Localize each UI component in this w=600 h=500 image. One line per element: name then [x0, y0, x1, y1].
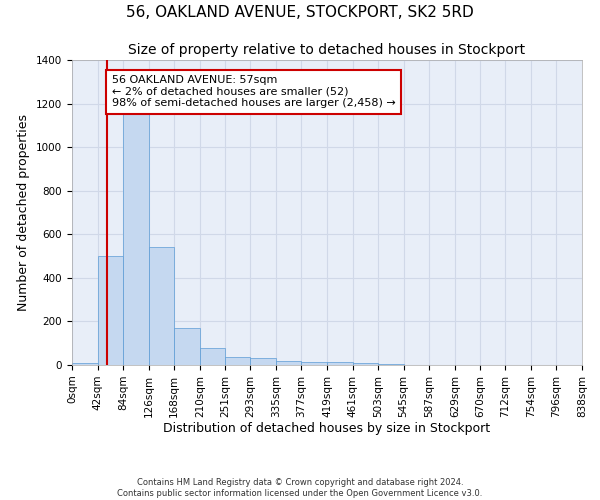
Bar: [353, 363, 378, 365]
Y-axis label: Number of detached properties: Number of detached properties: [17, 114, 31, 311]
Text: 56, OAKLAND AVENUE, STOCKPORT, SK2 5RD: 56, OAKLAND AVENUE, STOCKPORT, SK2 5RD: [126, 5, 474, 20]
Bar: [276, 360, 301, 365]
Bar: [301, 362, 327, 365]
Bar: [174, 328, 200, 365]
Text: 56 OAKLAND AVENUE: 57sqm
← 2% of detached houses are smaller (52)
98% of semi-de: 56 OAKLAND AVENUE: 57sqm ← 2% of detache…: [112, 75, 395, 108]
Bar: [200, 348, 225, 365]
Bar: [98, 256, 123, 365]
Bar: [225, 358, 250, 365]
Title: Size of property relative to detached houses in Stockport: Size of property relative to detached ho…: [128, 44, 526, 58]
Bar: [149, 248, 174, 365]
Bar: [123, 114, 149, 365]
X-axis label: Distribution of detached houses by size in Stockport: Distribution of detached houses by size …: [163, 422, 491, 436]
Bar: [72, 363, 98, 365]
Bar: [327, 362, 353, 365]
Bar: [378, 364, 404, 365]
Text: Contains HM Land Registry data © Crown copyright and database right 2024.
Contai: Contains HM Land Registry data © Crown c…: [118, 478, 482, 498]
Bar: [250, 358, 276, 365]
